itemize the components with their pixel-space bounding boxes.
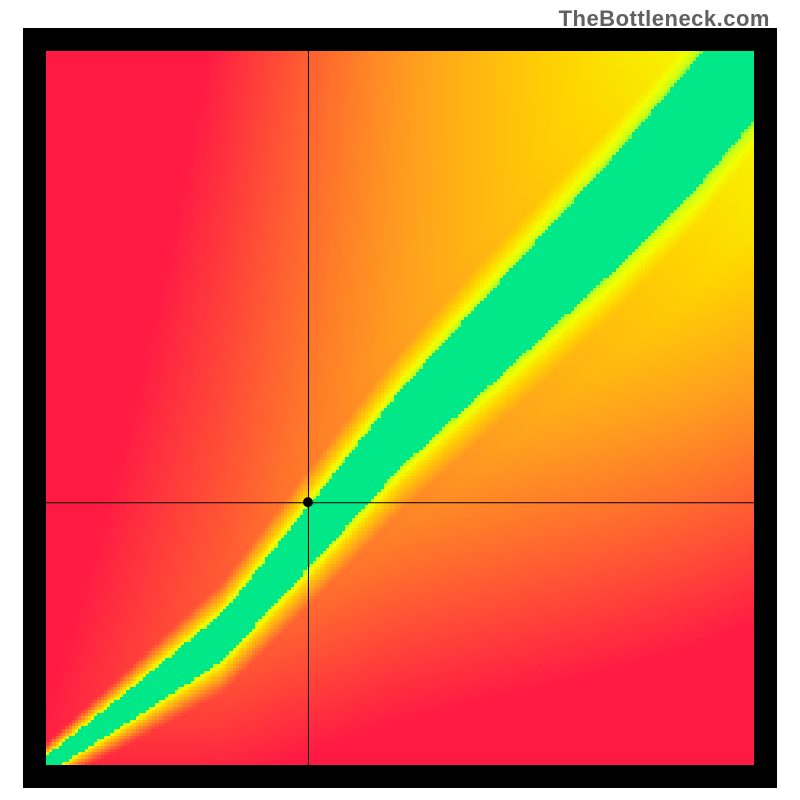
- bottleneck-chart-container: TheBottleneck.com: [0, 0, 800, 800]
- watermark-text: TheBottleneck.com: [559, 6, 770, 32]
- plot-frame: [23, 28, 777, 788]
- heatmap-canvas: [23, 28, 777, 788]
